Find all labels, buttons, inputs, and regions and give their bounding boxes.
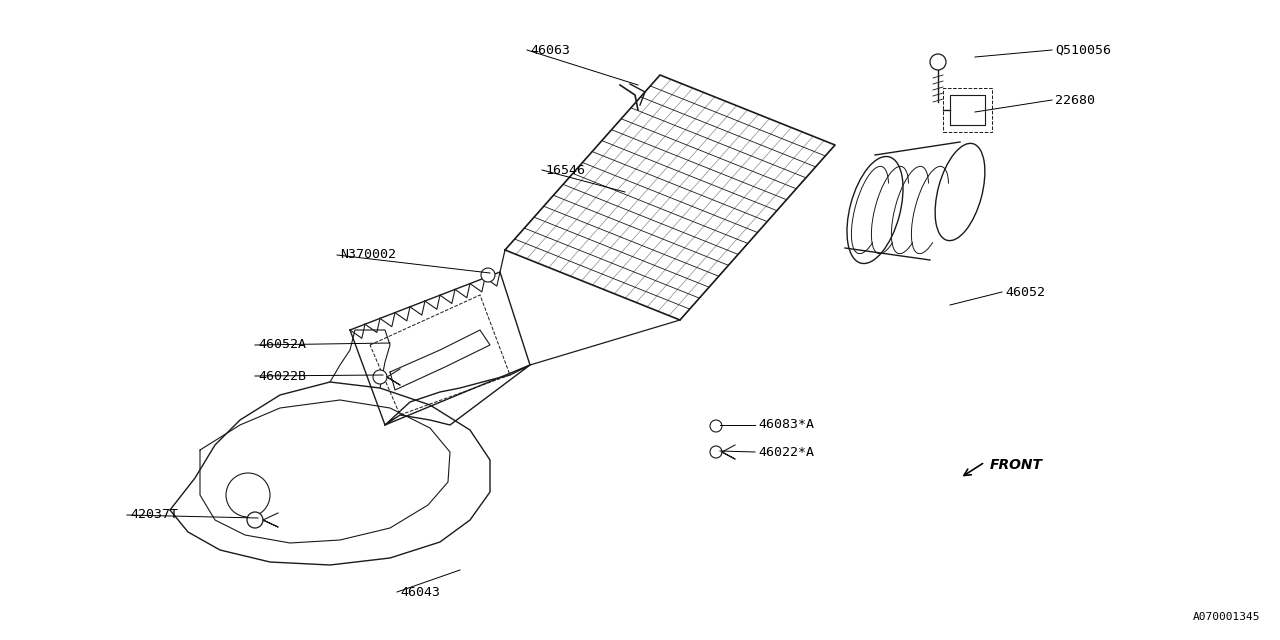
Text: 46052A: 46052A [259, 339, 306, 351]
Circle shape [372, 370, 387, 384]
Text: 42037T: 42037T [131, 509, 178, 522]
Text: A070001345: A070001345 [1193, 612, 1260, 622]
Circle shape [481, 268, 495, 282]
Text: 22680: 22680 [1055, 93, 1094, 106]
Polygon shape [330, 330, 390, 388]
Text: 46052: 46052 [1005, 285, 1044, 298]
Polygon shape [385, 365, 530, 425]
Text: 46043: 46043 [399, 586, 440, 598]
Ellipse shape [847, 157, 902, 264]
Polygon shape [170, 382, 490, 565]
Polygon shape [506, 75, 835, 320]
Circle shape [710, 446, 722, 458]
Text: Q510056: Q510056 [1055, 44, 1111, 56]
Polygon shape [349, 272, 530, 425]
Text: N370002: N370002 [340, 248, 396, 262]
Text: 16546: 16546 [545, 163, 585, 177]
Text: FRONT: FRONT [989, 458, 1043, 472]
Circle shape [931, 54, 946, 70]
Circle shape [247, 512, 262, 528]
Text: 46022B: 46022B [259, 369, 306, 383]
Polygon shape [390, 330, 490, 390]
Text: 46022*A: 46022*A [758, 445, 814, 458]
Text: 46083*A: 46083*A [758, 419, 814, 431]
Text: 46063: 46063 [530, 44, 570, 56]
Ellipse shape [936, 143, 984, 241]
Circle shape [710, 420, 722, 432]
